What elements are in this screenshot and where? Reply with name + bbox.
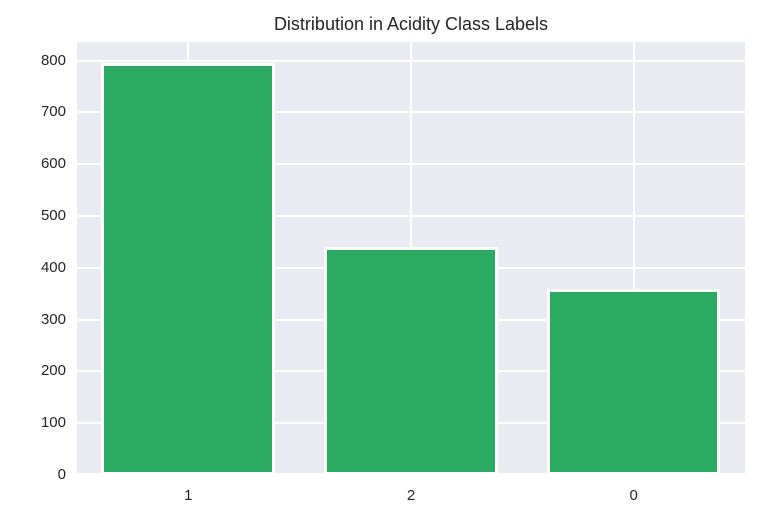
y-tick-label: 400 — [40, 258, 66, 276]
x-tick-label: 2 — [406, 487, 416, 504]
y-tick-label: 0 — [57, 466, 66, 483]
bar — [101, 63, 276, 475]
y-tick-label: 300 — [40, 310, 66, 328]
y-tick-label: 100 — [40, 414, 66, 432]
chart-title: Distribution in Acidity Class Labels — [273, 14, 549, 34]
x-tick-label: 0 — [629, 487, 638, 504]
plot-area — [77, 42, 745, 475]
gridline-vertical — [632, 42, 635, 475]
y-tick-label: 500 — [40, 207, 66, 225]
y-tick-label: 600 — [40, 155, 66, 173]
y-tick-label: 800 — [40, 51, 66, 69]
bar — [546, 288, 721, 475]
y-tick-label: 700 — [40, 103, 66, 121]
bar — [324, 247, 498, 475]
x-tick-label: 1 — [184, 487, 193, 504]
y-tick-label: 200 — [40, 362, 66, 380]
